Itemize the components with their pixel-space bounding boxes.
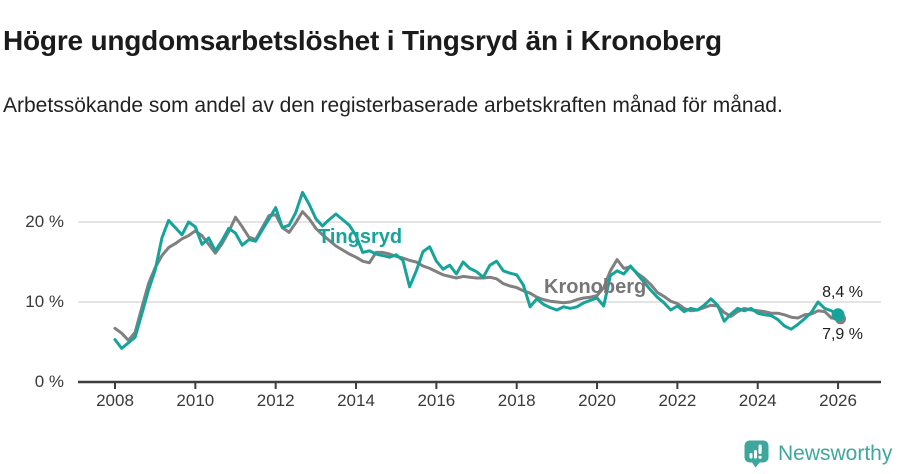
x-tick-label-2018: 2018 (497, 391, 536, 410)
x-tick-label-2020: 2020 (578, 391, 616, 410)
x-tick-label-2022: 2022 (658, 391, 697, 410)
line-kronoberg (113, 210, 840, 342)
x-tick-label-2026: 2026 (819, 391, 857, 410)
end-value-label-kronoberg: 7,9 % (822, 326, 863, 343)
x-tick-label-2014: 2014 (337, 391, 375, 410)
page-title: Högre ungdomsarbetslöshet i Tingsryd än … (3, 24, 722, 56)
newsworthy-bubble-icon (744, 440, 769, 468)
line-tingsryd (113, 190, 840, 350)
x-tick-label-2012: 2012 (256, 391, 295, 410)
x-tick-label-2010: 2010 (176, 391, 215, 410)
end-value-label-tingsryd: 8,4 % (822, 284, 863, 301)
y-tick-label-0: 0 % (34, 372, 64, 391)
end-dot-tingsryd (831, 308, 845, 322)
newsworthy-wordmark: Newsworthy (778, 442, 893, 465)
series-label-kronoberg: Kronoberg (544, 276, 647, 298)
x-tick-label-2008: 2008 (96, 391, 134, 410)
y-tick-label-10: 10 % (25, 292, 64, 311)
x-tick-label-2016: 2016 (417, 391, 456, 410)
chart-subtitle: Arbetssökande som andel av den registerb… (3, 94, 783, 117)
y-tick-label-20: 20 % (25, 212, 64, 231)
x-tick-label-2024: 2024 (738, 391, 777, 410)
newsworthy-logo: Newsworthy (744, 440, 892, 468)
series-label-tingsryd: Tingsryd (318, 226, 403, 248)
